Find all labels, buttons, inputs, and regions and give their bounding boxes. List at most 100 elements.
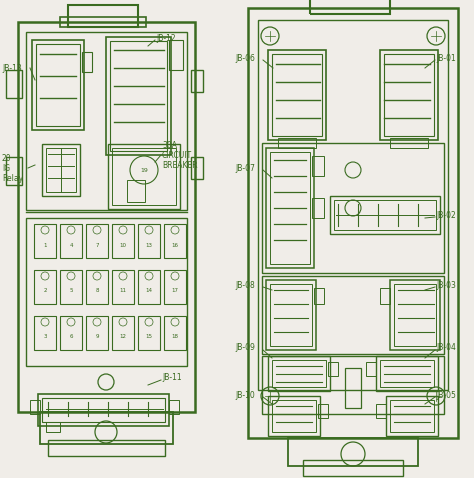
Text: 11: 11 bbox=[119, 289, 127, 293]
Bar bbox=[380, 288, 390, 304]
Bar bbox=[86, 224, 108, 258]
Text: 13: 13 bbox=[146, 242, 153, 248]
Text: JB-05: JB-05 bbox=[436, 391, 456, 400]
Bar bbox=[40, 412, 173, 444]
Bar bbox=[169, 400, 179, 414]
Bar bbox=[312, 198, 324, 218]
Bar bbox=[262, 356, 444, 414]
Text: JB-12: JB-12 bbox=[156, 33, 176, 43]
Text: 8: 8 bbox=[95, 289, 99, 293]
Text: 12: 12 bbox=[119, 335, 127, 339]
Bar bbox=[82, 52, 92, 72]
Bar bbox=[303, 460, 403, 476]
Bar bbox=[268, 50, 326, 140]
Text: JB-13: JB-13 bbox=[2, 64, 22, 73]
Text: JB-09: JB-09 bbox=[235, 344, 255, 352]
Text: JB-11: JB-11 bbox=[162, 373, 182, 382]
Text: JB-08: JB-08 bbox=[235, 281, 255, 290]
Text: 20: 20 bbox=[2, 153, 12, 163]
Bar bbox=[376, 356, 438, 391]
Text: IG: IG bbox=[2, 163, 10, 173]
Bar bbox=[376, 404, 386, 418]
Text: 16: 16 bbox=[172, 242, 179, 248]
Text: 19: 19 bbox=[140, 167, 148, 173]
Bar bbox=[138, 224, 160, 258]
Bar bbox=[42, 144, 80, 196]
Text: JB-04: JB-04 bbox=[436, 344, 456, 352]
Text: JB-06: JB-06 bbox=[235, 54, 255, 63]
Bar bbox=[334, 200, 436, 230]
Bar bbox=[34, 224, 56, 258]
Text: JB-01: JB-01 bbox=[436, 54, 456, 63]
Text: JB-10: JB-10 bbox=[235, 391, 255, 400]
Bar bbox=[310, 0, 390, 14]
Bar bbox=[258, 20, 448, 390]
Bar bbox=[270, 284, 312, 346]
Bar bbox=[272, 54, 322, 136]
Bar bbox=[30, 400, 40, 414]
Bar bbox=[262, 276, 444, 354]
Text: 14: 14 bbox=[146, 289, 153, 293]
Bar bbox=[112, 148, 176, 205]
Bar bbox=[345, 368, 361, 408]
Text: BREAKER: BREAKER bbox=[162, 161, 198, 170]
Bar bbox=[106, 37, 171, 155]
Bar bbox=[164, 316, 186, 350]
Bar bbox=[32, 40, 84, 130]
Bar bbox=[272, 400, 316, 432]
Bar bbox=[112, 316, 134, 350]
Text: 9: 9 bbox=[95, 335, 99, 339]
Bar bbox=[108, 144, 180, 209]
Bar bbox=[46, 422, 60, 432]
Bar bbox=[112, 270, 134, 304]
Bar bbox=[266, 148, 314, 268]
Text: 3: 3 bbox=[43, 335, 47, 339]
Text: 18: 18 bbox=[172, 335, 179, 339]
Bar bbox=[330, 196, 440, 234]
Bar bbox=[86, 270, 108, 304]
Bar bbox=[38, 394, 169, 426]
Bar bbox=[138, 316, 160, 350]
Bar bbox=[26, 218, 187, 366]
Bar bbox=[60, 17, 146, 27]
Bar bbox=[248, 8, 458, 438]
Bar bbox=[386, 396, 438, 436]
Bar bbox=[138, 270, 160, 304]
Bar bbox=[266, 280, 316, 350]
Text: 7: 7 bbox=[95, 242, 99, 248]
Bar bbox=[18, 22, 195, 412]
Bar bbox=[34, 316, 56, 350]
Bar bbox=[262, 143, 444, 273]
Bar bbox=[6, 70, 22, 98]
Text: 6: 6 bbox=[69, 335, 73, 339]
Text: 1: 1 bbox=[43, 242, 47, 248]
Bar bbox=[42, 398, 165, 422]
Text: 15: 15 bbox=[146, 335, 153, 339]
Bar bbox=[110, 41, 167, 151]
Bar bbox=[384, 54, 434, 136]
Bar bbox=[60, 224, 82, 258]
Bar bbox=[272, 360, 326, 387]
Bar bbox=[380, 50, 438, 140]
Text: 17: 17 bbox=[172, 289, 179, 293]
Text: 5: 5 bbox=[69, 289, 73, 293]
Bar bbox=[390, 400, 434, 432]
Text: JB-02: JB-02 bbox=[436, 210, 456, 219]
Bar bbox=[86, 316, 108, 350]
Bar bbox=[34, 270, 56, 304]
Text: CIRCUIT: CIRCUIT bbox=[162, 151, 192, 160]
Bar bbox=[68, 5, 138, 27]
Text: 10: 10 bbox=[119, 242, 127, 248]
Bar bbox=[26, 32, 187, 210]
Bar bbox=[127, 180, 145, 202]
Bar bbox=[46, 148, 76, 192]
Bar bbox=[36, 44, 80, 126]
Text: Relay: Relay bbox=[2, 174, 23, 183]
Bar bbox=[390, 138, 428, 148]
Bar bbox=[318, 404, 328, 418]
Bar bbox=[191, 157, 203, 179]
Bar bbox=[6, 157, 22, 185]
Bar bbox=[60, 270, 82, 304]
Bar bbox=[312, 156, 324, 176]
Bar bbox=[268, 396, 320, 436]
